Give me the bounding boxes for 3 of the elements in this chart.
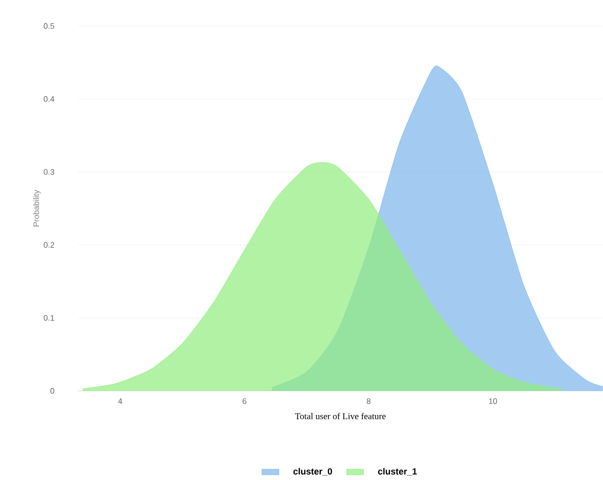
x-axis-title: Total user of Live feature (295, 412, 386, 420)
legend-label: cluster_0 (293, 468, 332, 476)
legend-label: cluster_1 (378, 468, 417, 476)
